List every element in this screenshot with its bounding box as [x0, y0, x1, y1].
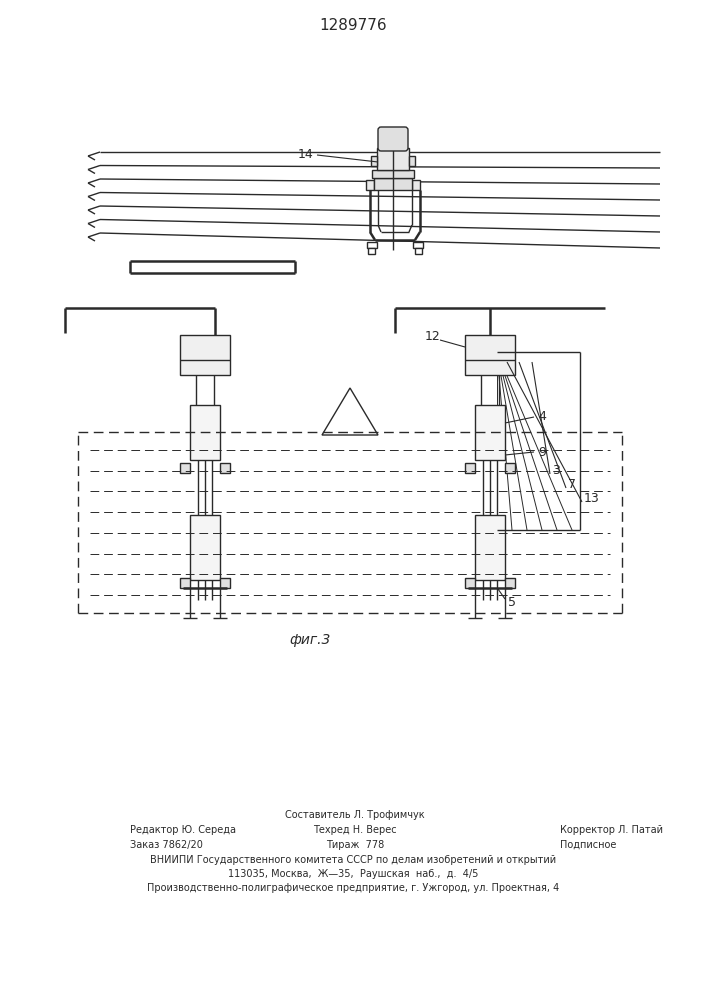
- Text: 7: 7: [568, 478, 576, 490]
- Bar: [413, 242, 423, 248]
- Bar: [409, 156, 415, 166]
- Text: 1289776: 1289776: [319, 17, 387, 32]
- Bar: [465, 463, 475, 473]
- Bar: [475, 405, 505, 460]
- Bar: [412, 180, 420, 190]
- Bar: [220, 578, 230, 588]
- Text: Производственно-полиграфическое предприятие, г. Ужгород, ул. Проектная, 4: Производственно-полиграфическое предприя…: [147, 883, 559, 893]
- Bar: [190, 515, 220, 580]
- Bar: [368, 248, 375, 254]
- Text: 13: 13: [584, 491, 600, 504]
- Text: Тираж  778: Тираж 778: [326, 840, 384, 850]
- Bar: [371, 156, 377, 166]
- Bar: [180, 335, 230, 375]
- Bar: [366, 180, 374, 190]
- Text: 3: 3: [552, 464, 560, 477]
- FancyBboxPatch shape: [378, 127, 408, 151]
- Text: 14: 14: [298, 148, 314, 161]
- Text: фиг.3: фиг.3: [289, 633, 331, 647]
- Bar: [377, 148, 409, 170]
- Text: 4: 4: [538, 410, 546, 424]
- Text: ВНИИПИ Государственного комитета СССР по делам изобретений и открытий: ВНИИПИ Государственного комитета СССР по…: [150, 855, 556, 865]
- Text: 5: 5: [508, 595, 516, 608]
- Text: Техред Н. Верес: Техред Н. Верес: [313, 825, 397, 835]
- Text: Корректор Л. Патай: Корректор Л. Патай: [560, 825, 663, 835]
- Bar: [475, 515, 505, 580]
- Text: 113035, Москва,  Ж—35,  Раушская  наб.,  д.  4/5: 113035, Москва, Ж—35, Раушская наб., д. …: [228, 869, 478, 879]
- Bar: [180, 463, 190, 473]
- Text: 12: 12: [425, 330, 440, 344]
- Text: Заказ 7862/20: Заказ 7862/20: [130, 840, 203, 850]
- Text: Подписное: Подписное: [560, 840, 617, 850]
- Bar: [190, 405, 220, 460]
- Bar: [465, 578, 475, 588]
- Bar: [505, 463, 515, 473]
- Text: 9: 9: [538, 446, 546, 458]
- Bar: [465, 335, 515, 375]
- Text: Составитель Л. Трофимчук: Составитель Л. Трофимчук: [285, 810, 425, 820]
- Text: Редактор Ю. Середа: Редактор Ю. Середа: [130, 825, 236, 835]
- Bar: [372, 170, 414, 178]
- Bar: [505, 578, 515, 588]
- Bar: [415, 248, 422, 254]
- Bar: [374, 178, 412, 190]
- Bar: [220, 463, 230, 473]
- Bar: [367, 242, 377, 248]
- Bar: [180, 578, 190, 588]
